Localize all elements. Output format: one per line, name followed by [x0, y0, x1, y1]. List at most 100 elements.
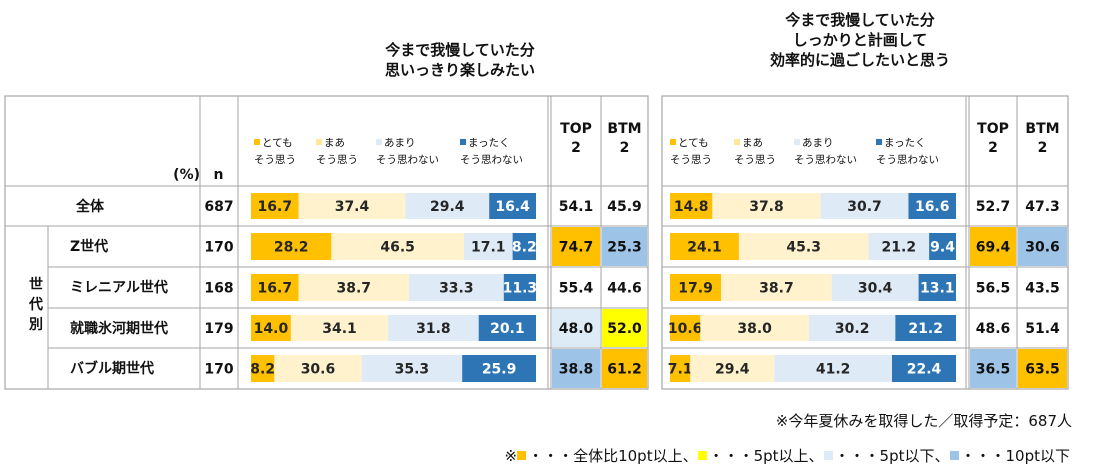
right-btm2-highlight: [1018, 349, 1067, 388]
right-bar-label: 30.4: [858, 281, 893, 297]
right-bar-seg-3: [868, 233, 930, 260]
left-btm2-value: 61.2: [607, 362, 642, 378]
top2-label-line2: 2: [988, 140, 998, 156]
left-bar-label: 35.3: [395, 362, 430, 378]
right-bar-label: 14.8: [674, 199, 709, 215]
right-btm2-value: 63.5: [1025, 362, 1060, 378]
right-bar-label: 17.9: [678, 281, 713, 297]
left-bar-label: 11.3: [503, 281, 538, 297]
left-btm2-value: 45.9: [607, 199, 642, 215]
legend-swatch-2: [734, 139, 740, 145]
left-table-border: [4, 95, 649, 390]
left-btm2-value: 52.0: [607, 321, 642, 337]
sample-note: ※今年夏休みを取得した／取得予定：687人: [775, 412, 1072, 430]
right-bar-label: 24.1: [687, 240, 722, 256]
right-bar-seg-4: [895, 315, 956, 341]
right-bar-seg-2: [712, 193, 821, 219]
legend-swatch-3: [794, 139, 800, 145]
right-bar-seg-4: [892, 355, 956, 382]
right-bar-seg-4: [908, 193, 956, 219]
legend-item-2: まあ そう思う: [316, 135, 358, 169]
left-top2-value: 54.1: [559, 199, 594, 215]
right-bar-label: 10.6: [668, 321, 703, 337]
right-btm2-header: BTM 2: [1017, 120, 1068, 158]
left-top2-highlight: [552, 309, 600, 347]
btm2-label-line1: BTM: [607, 121, 642, 137]
right-legend: とても そう思う まあ そう思う あまり そう思わない まったく そう思わない: [666, 135, 966, 171]
left-bar-seg-2: [274, 355, 362, 382]
left-bar-seg-1: [251, 355, 275, 382]
right-btm2-highlight: [1018, 227, 1067, 266]
legend-text: そう思う: [316, 154, 358, 166]
left-bar-label: 17.1: [471, 240, 506, 256]
left-bar-seg-2: [290, 315, 389, 341]
right-btm2-value: 43.5: [1025, 281, 1060, 297]
hl-text-10up: ・・・全体比10pt以上、: [528, 447, 698, 465]
left-legend: とても そう思う まあ そう思う あまり そう思わない まったく そう思わない: [248, 135, 548, 171]
hl-text-10down: ・・・10pt以下: [960, 447, 1071, 465]
left-top2-value: 74.7: [559, 240, 594, 256]
legend-item-2: まあ そう思う: [734, 135, 776, 169]
legend-text: あまり: [802, 137, 834, 149]
right-btm2-value: 30.6: [1025, 240, 1060, 256]
left-bar-seg-1: [251, 274, 299, 301]
left-title-line-2: 思いっきり楽しみたい: [384, 61, 535, 79]
left-top2-header: TOP 2: [551, 120, 601, 158]
left-btm2-highlight: [602, 309, 647, 347]
legend-swatch-3: [376, 139, 382, 145]
right-bar-label: 7.1: [668, 362, 693, 378]
chart-table-svg: 16.7 37.4 29.4 16.4 54.1 45.928.2 46.5 17.1 8.2 7…: [4, 95, 1069, 390]
n-value: 687: [204, 199, 233, 215]
left-bar-label: 38.7: [336, 281, 371, 297]
right-bar-label: 30.7: [847, 199, 882, 215]
highlight-legend-note: ※ ・・・全体比10pt以上、 ・・・5pt以上、 ・・・5pt以下、 ・・・10pt以…: [460, 445, 1070, 466]
legend-item-4: まったく そう思わない: [460, 135, 523, 169]
row-label-total: 全体: [76, 199, 104, 215]
left-bar-seg-3: [388, 315, 479, 341]
right-bar-seg-3: [820, 193, 909, 219]
left-bar-label: 37.4: [335, 199, 370, 215]
hl-swatch-10down: [949, 451, 959, 460]
btm2-label-line2: 2: [1037, 140, 1048, 156]
group-label-char: 代: [29, 297, 43, 313]
left-bar-seg-2: [298, 274, 409, 301]
right-bar-seg-1: [670, 193, 713, 219]
left-bar-seg-1: [251, 193, 299, 219]
left-bar-seg-1: [251, 315, 291, 341]
group-label-char: 世: [29, 277, 43, 293]
left-chart-title: 今まで我慢していた分 思いっきり楽しみたい: [300, 40, 620, 80]
left-bar-label: 34.1: [322, 321, 357, 337]
hl-text-5up: ・・・5pt以上、: [708, 447, 824, 465]
hl-text-5down: ・・・5pt以下、: [834, 447, 950, 465]
btm2-label-line2: 2: [619, 140, 630, 156]
right-bar-seg-2: [721, 274, 832, 301]
left-bar-seg-2: [298, 193, 406, 219]
left-title-line-1: 今まで我慢していた分: [385, 41, 535, 59]
right-bar-seg-2: [700, 315, 809, 341]
n-header: n: [213, 167, 224, 183]
legend-text: そう思う: [254, 154, 296, 166]
right-bar-label: 38.7: [759, 281, 794, 297]
left-bar-seg-2: [331, 233, 464, 260]
left-bar-label: 46.5: [380, 240, 415, 256]
right-bar-label: 22.4: [907, 362, 942, 378]
row-label-gen-z: Z世代: [70, 239, 109, 255]
left-bar-label: 25.9: [482, 362, 517, 378]
right-bar-seg-1: [670, 355, 691, 382]
left-bar-label: 29.4: [430, 199, 465, 215]
right-bar-label: 37.8: [749, 199, 784, 215]
left-bar-label: 16.7: [258, 199, 293, 215]
legend-text: まあ: [324, 137, 345, 149]
hl-swatch-5up: [697, 451, 707, 460]
left-top2-value: 48.0: [559, 321, 594, 337]
right-bar-label: 29.4: [715, 362, 750, 378]
left-btm2-value: 44.6: [607, 281, 642, 297]
right-bar-seg-4: [918, 274, 956, 301]
row-label-ice-age: 就職氷河期世代: [70, 321, 168, 337]
legend-item-1: とても そう思う: [254, 135, 296, 169]
right-top2-value: 48.6: [976, 321, 1011, 337]
right-bar-seg-1: [670, 274, 722, 301]
hl-swatch-10up: [517, 451, 527, 460]
right-bar-label: 9.4: [930, 240, 955, 256]
right-bar-label: 16.6: [915, 199, 950, 215]
